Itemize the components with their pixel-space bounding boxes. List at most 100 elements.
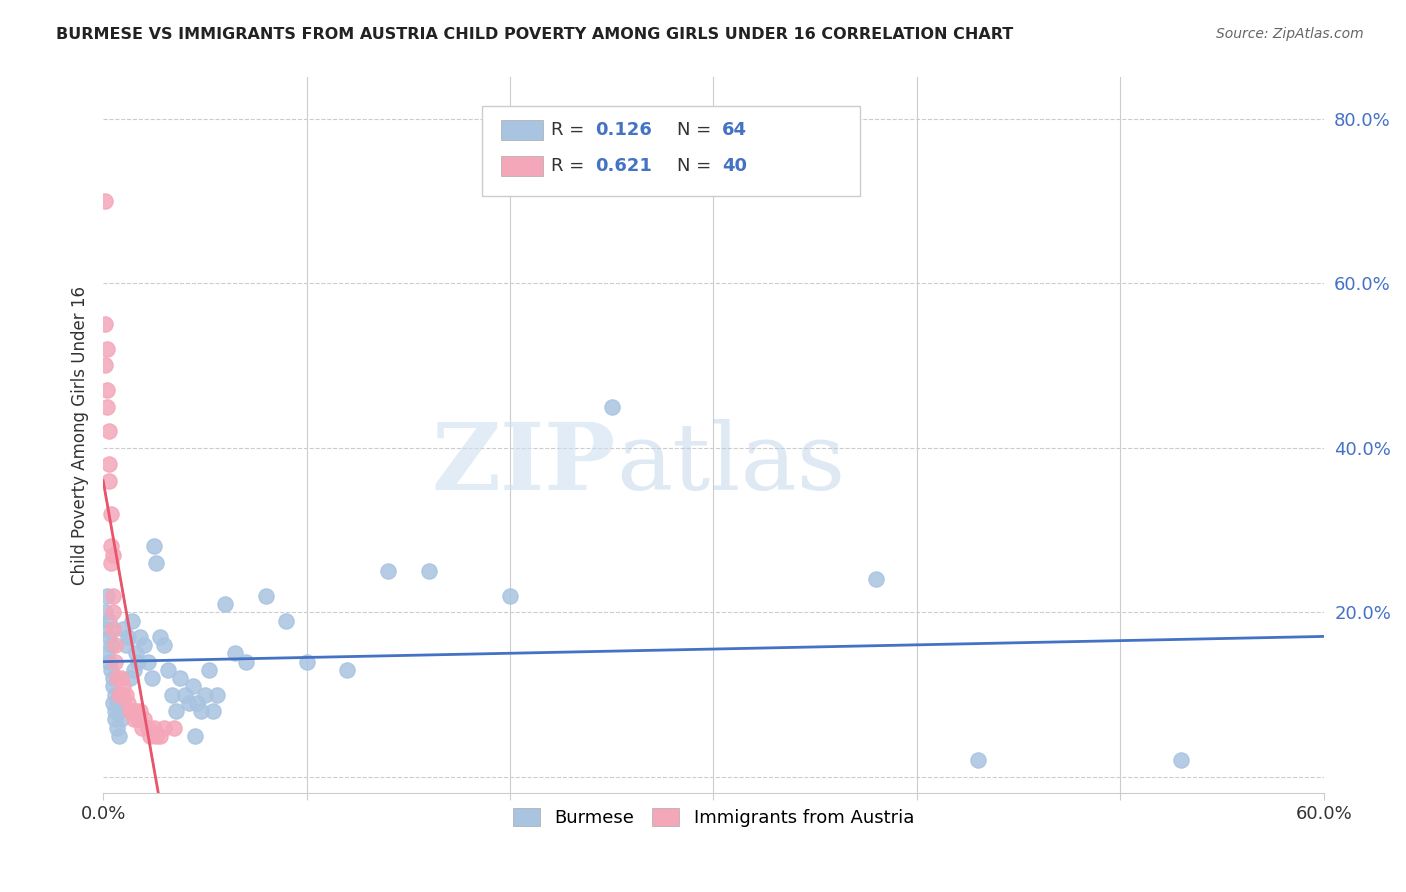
Point [224, 647, 246, 661]
Point [177, 696, 200, 710]
Point [98, 614, 121, 628]
Point [118, 671, 141, 685]
Y-axis label: Child Poverty Among Girls Under 16: Child Poverty Among Girls Under 16 [72, 286, 89, 585]
Point [104, 712, 127, 726]
Point [108, 729, 131, 743]
Point [131, 721, 153, 735]
Text: 40: 40 [721, 157, 747, 175]
Point [94, 622, 117, 636]
Point [121, 704, 143, 718]
Point [127, 655, 149, 669]
Point [153, 638, 176, 652]
Point [96, 383, 118, 397]
Point [96, 647, 118, 661]
Point [183, 729, 205, 743]
Point [110, 671, 132, 685]
Point [121, 614, 143, 628]
Point [98, 655, 121, 669]
Text: atlas: atlas [616, 419, 845, 509]
Point [163, 721, 186, 735]
Point [118, 704, 141, 718]
Point [254, 589, 277, 603]
Text: ZIP: ZIP [432, 419, 616, 509]
Point [96, 589, 118, 603]
Point [153, 721, 176, 735]
Point [103, 589, 125, 603]
Text: N =: N = [676, 157, 717, 175]
Point [865, 573, 887, 587]
Text: N =: N = [676, 121, 717, 139]
Point [94, 359, 117, 373]
Point [377, 564, 399, 578]
Text: R =: R = [551, 121, 591, 139]
Point [201, 704, 224, 718]
Point [112, 622, 135, 636]
Point [128, 704, 150, 718]
FancyBboxPatch shape [481, 106, 860, 195]
Point [108, 688, 131, 702]
Point [198, 663, 221, 677]
Point [103, 622, 125, 636]
Point [336, 663, 359, 677]
Point [104, 704, 127, 718]
Point [139, 729, 162, 743]
FancyBboxPatch shape [501, 120, 543, 140]
Point [128, 630, 150, 644]
Point [96, 400, 118, 414]
Point [110, 712, 132, 726]
Point [600, 400, 623, 414]
Point [103, 548, 125, 562]
Point [114, 638, 136, 652]
Point [105, 721, 128, 735]
Point [499, 589, 522, 603]
Point [103, 605, 125, 619]
Point [162, 688, 184, 702]
Text: 64: 64 [721, 121, 747, 139]
Point [117, 696, 139, 710]
Point [186, 696, 208, 710]
Point [100, 663, 122, 677]
Point [214, 597, 236, 611]
Point [96, 342, 118, 356]
Point [122, 663, 145, 677]
Point [98, 474, 121, 488]
Point [132, 712, 155, 726]
Point [124, 704, 146, 718]
Point [173, 688, 195, 702]
Point [157, 663, 180, 677]
Point [149, 630, 172, 644]
Point [108, 704, 131, 718]
Text: 0.126: 0.126 [595, 121, 652, 139]
Point [98, 457, 121, 471]
Point [190, 704, 212, 718]
Point [169, 671, 191, 685]
Point [94, 318, 117, 332]
Point [100, 507, 122, 521]
Point [124, 647, 146, 661]
Point [112, 688, 135, 702]
Point [103, 679, 125, 693]
Point [145, 729, 167, 743]
Point [141, 671, 163, 685]
Point [103, 696, 125, 710]
Point [94, 194, 117, 208]
Point [104, 638, 127, 652]
Point [149, 729, 172, 743]
Point [181, 679, 204, 693]
Point [276, 614, 298, 628]
Point [105, 696, 128, 710]
Point [114, 688, 136, 702]
Point [98, 424, 121, 438]
Text: Source: ZipAtlas.com: Source: ZipAtlas.com [1216, 27, 1364, 41]
Point [104, 655, 127, 669]
Point [100, 540, 122, 554]
Point [132, 638, 155, 652]
Point [136, 721, 159, 735]
Point [103, 671, 125, 685]
Point [295, 655, 318, 669]
Point [136, 655, 159, 669]
Point [194, 688, 217, 702]
Point [235, 655, 257, 669]
Text: BURMESE VS IMMIGRANTS FROM AUSTRIA CHILD POVERTY AMONG GIRLS UNDER 16 CORRELATIO: BURMESE VS IMMIGRANTS FROM AUSTRIA CHILD… [56, 27, 1014, 42]
Point [418, 564, 440, 578]
